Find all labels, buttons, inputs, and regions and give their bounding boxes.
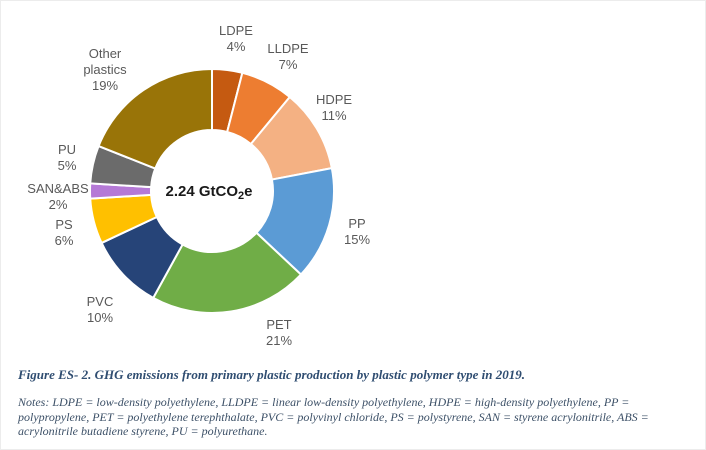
slice-label-pet: PET 21% (266, 317, 292, 348)
figure-caption: Figure ES- 2. GHG emissions from primary… (18, 367, 526, 382)
slice-label-pu: PU 5% (58, 142, 77, 173)
pie-slice-pet (152, 231, 302, 314)
slice-label-lldpe: LLDPE 7% (267, 41, 309, 72)
center-total-label: 2.24 GtCO2e (166, 183, 253, 202)
slice-label-ps: PS 6% (55, 217, 74, 248)
pie-slice-other-plastics (97, 68, 213, 170)
slice-label-other-plastics: Other plastics 19% (83, 46, 127, 93)
donut-chart-svg: LDPE 4% LLDPE 7%HDPE 11% PP 15% PET 21% PVC 10% PS 6… (27, 23, 370, 348)
slice-label-hdpe: HDPE 11% (316, 92, 352, 123)
slice-label-pp: PP 15% (344, 216, 370, 247)
figure-notes: Notes: LDPE = low-density polyethylene, … (18, 395, 649, 438)
slice-label-pvc: PVC 10% (87, 294, 114, 325)
slice-label-ldpe: LDPE 4% (219, 23, 253, 54)
slice-label-san-abs: SAN&ABS 2% (27, 181, 89, 212)
donut-chart: LDPE 4% LLDPE 7% HDPE 11% PP 15% PET 21% PVC 10% PS 6… (1, 1, 481, 363)
